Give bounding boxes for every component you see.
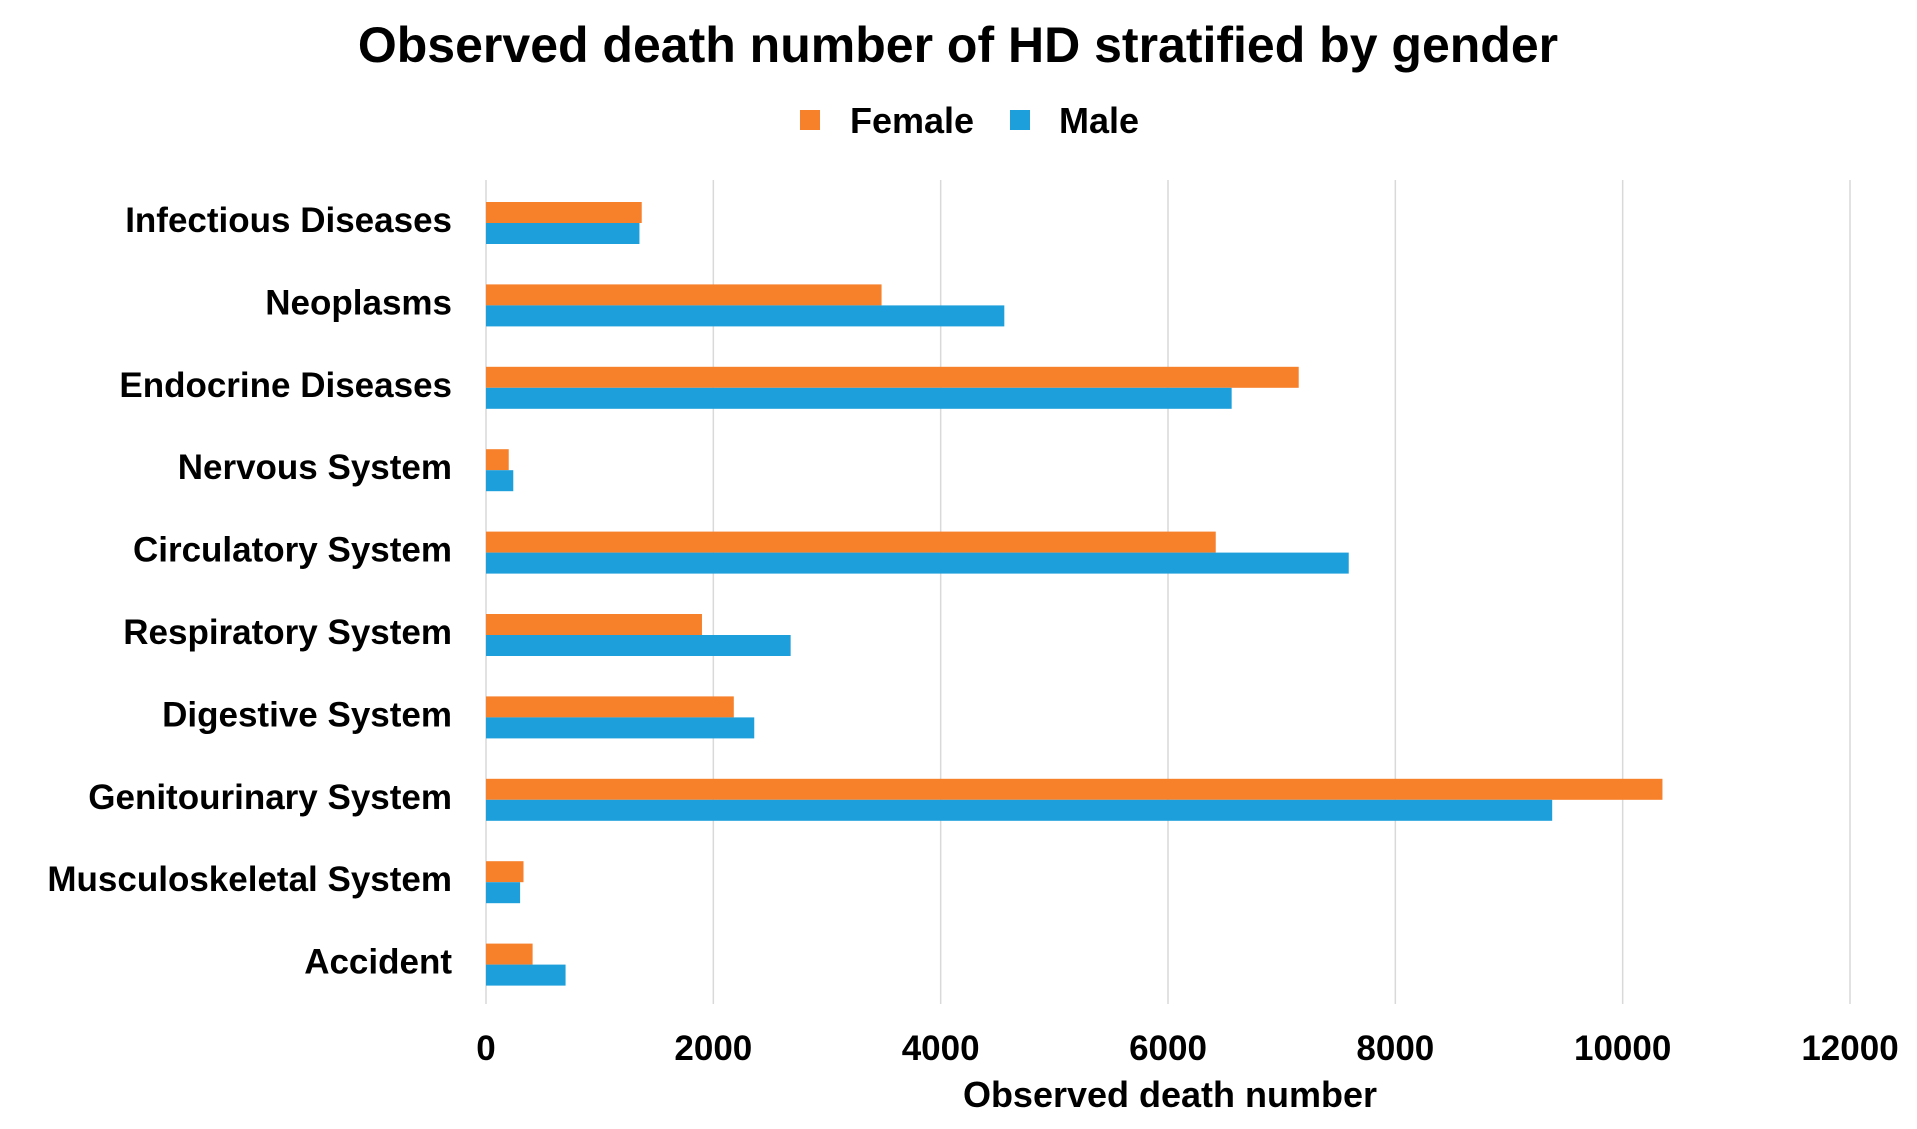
category-label-infectious-diseases: Infectious Diseases: [125, 201, 452, 240]
x-axis-title: Observed death number: [963, 1074, 1377, 1115]
legend: Female Male: [800, 100, 1139, 141]
bar-female-accident: [486, 943, 533, 965]
bar-male-endocrine-diseases: [486, 387, 1232, 409]
x-tick-label-12000: 12000: [1801, 1029, 1898, 1068]
bar-male-nervous-system: [486, 470, 514, 492]
category-label-accident: Accident: [304, 943, 452, 982]
x-tick-labels: 0 2000 4000 6000 8000 10000 12000: [476, 1029, 1898, 1068]
x-tick-label-4000: 4000: [902, 1029, 980, 1068]
bar-male-musculoskeletal-system: [486, 882, 521, 904]
bar-female-respiratory-system: [486, 614, 702, 635]
x-tick-label-8000: 8000: [1356, 1029, 1434, 1068]
bar-male-circulatory-system: [486, 552, 1349, 574]
chart-title: Observed death number of HD stratified b…: [358, 17, 1558, 73]
bar-male-infectious-diseases: [486, 223, 640, 244]
legend-swatch-male: [1010, 110, 1030, 130]
bar-female-infectious-diseases: [486, 202, 642, 223]
bar-female-neoplasms: [486, 284, 882, 306]
x-tick-label-10000: 10000: [1574, 1029, 1671, 1068]
bar-female-digestive-system: [486, 696, 734, 718]
bar-female-nervous-system: [486, 449, 509, 471]
category-labels: Infectious Diseases Neoplasms Endocrine Di…: [47, 201, 452, 982]
legend-label-female: Female: [850, 100, 974, 141]
category-label-musculoskeletal-system: Musculoskeletal System: [47, 860, 452, 899]
category-label-endocrine-diseases: Endocrine Diseases: [119, 366, 452, 405]
x-tick-label-0: 0: [476, 1029, 495, 1068]
bar-female-endocrine-diseases: [486, 366, 1299, 388]
category-label-neoplasms: Neoplasms: [265, 283, 452, 322]
category-label-respiratory-system: Respiratory System: [123, 613, 452, 652]
bar-male-neoplasms: [486, 305, 1005, 327]
x-tick-label-2000: 2000: [674, 1029, 752, 1068]
bar-male-respiratory-system: [486, 635, 791, 656]
category-label-nervous-system: Nervous System: [178, 448, 452, 487]
bar-female-musculoskeletal-system: [486, 861, 524, 883]
legend-label-male: Male: [1059, 100, 1139, 141]
legend-swatch-female: [800, 110, 820, 130]
bar-female-circulatory-system: [486, 531, 1216, 553]
bar-male-accident: [486, 964, 566, 986]
category-label-digestive-system: Digestive System: [162, 695, 452, 734]
bar-female-genitourinary-system: [486, 778, 1663, 800]
bars: [486, 202, 1663, 986]
category-label-circulatory-system: Circulatory System: [133, 531, 452, 570]
bar-male-digestive-system: [486, 717, 755, 739]
category-label-genitourinary-system: Genitourinary System: [88, 778, 452, 817]
bar-male-genitourinary-system: [486, 799, 1553, 821]
x-tick-label-6000: 6000: [1129, 1029, 1207, 1068]
